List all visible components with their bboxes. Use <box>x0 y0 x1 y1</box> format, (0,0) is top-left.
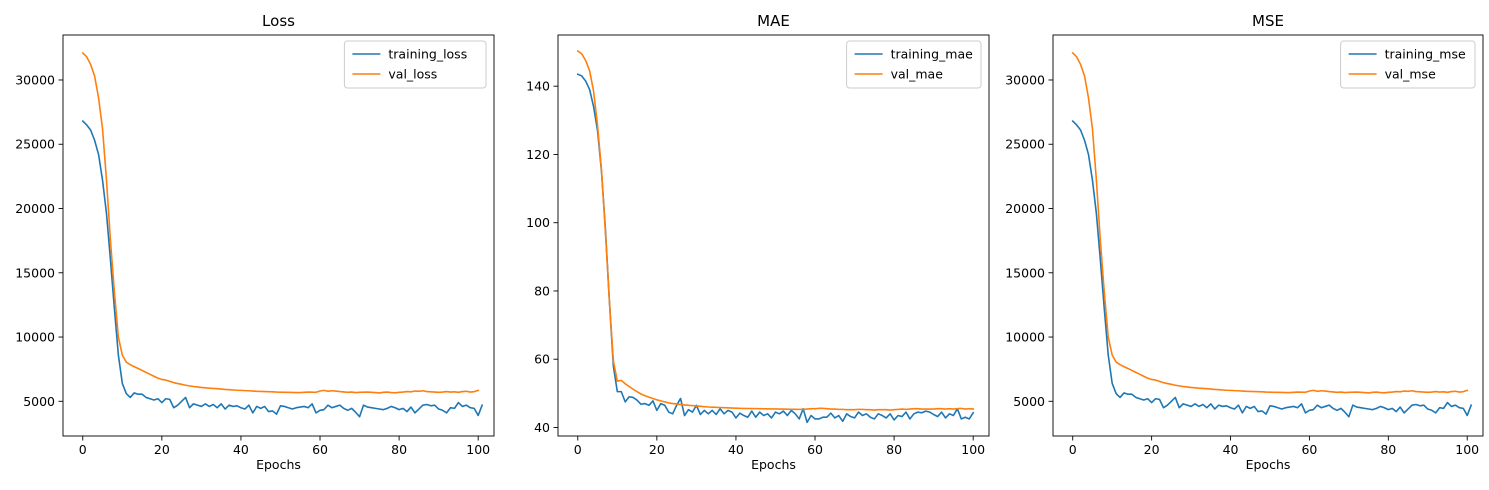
legend-label-val_loss: val_loss <box>388 67 437 82</box>
x-tick-label: 60 <box>807 442 823 457</box>
series-line-val_mae <box>576 49 975 411</box>
y-tick-label: 120 <box>526 147 550 162</box>
x-tick-label: 0 <box>574 442 582 457</box>
x-tick-label: 0 <box>1069 442 1077 457</box>
chart-title: MAE <box>757 12 790 30</box>
y-tick-label: 25000 <box>1005 137 1045 152</box>
y-tick-label: 20000 <box>15 201 55 216</box>
y-tick-label: 40 <box>534 420 550 435</box>
legend-label-training_loss: training_loss <box>388 47 467 62</box>
x-tick-label: 0 <box>79 442 87 457</box>
chart-panel-mae: MAE 0 20 40 60 80 100 40 60 80 100 120 140 Epochs trai… <box>526 12 990 472</box>
legend: training_mse val_mse <box>1340 40 1476 89</box>
y-tick-label: 10000 <box>15 330 55 345</box>
axes-frame <box>1052 34 1484 437</box>
x-tick-label: 60 <box>1301 442 1317 457</box>
axes-frame <box>557 34 990 437</box>
y-tick-label: 60 <box>534 352 550 367</box>
x-tick-label: 20 <box>649 442 665 457</box>
series-line-training_loss <box>81 119 484 418</box>
series-line-val_loss <box>81 51 480 394</box>
series-line-val_mse <box>1071 51 1469 394</box>
legend-box <box>343 40 487 89</box>
legend: training_loss val_loss <box>343 40 487 89</box>
y-tick-label: 30000 <box>15 72 55 87</box>
legend: training_mae val_mae <box>846 40 982 89</box>
legend-box <box>1340 40 1476 89</box>
x-tick-label: 20 <box>154 442 170 457</box>
x-axis-label: Epochs <box>751 457 796 472</box>
chart-title: MSE <box>1252 12 1284 30</box>
x-tick-label: 20 <box>1144 442 1160 457</box>
x-tick-label: 40 <box>728 442 744 457</box>
y-tick-label: 15000 <box>15 265 55 280</box>
y-tick-label: 140 <box>526 79 550 94</box>
legend-label-training_mse: training_mse <box>1385 47 1466 62</box>
y-tick-label: 5000 <box>23 394 55 409</box>
chart-panel-loss: Loss 0 20 40 60 80 100 5000 10000 15000 20000 25000… <box>15 12 495 472</box>
y-tick-label: 100 <box>526 215 550 230</box>
x-tick-label: 80 <box>886 442 902 457</box>
x-tick-label: 80 <box>1380 442 1396 457</box>
x-axis-label: Epochs <box>1246 457 1291 472</box>
y-tick-label: 80 <box>534 283 550 298</box>
legend-box <box>846 40 982 89</box>
legend-label-training_mae: training_mae <box>891 47 974 62</box>
series-line-training_mae <box>576 73 975 424</box>
x-tick-label: 100 <box>961 442 985 457</box>
chart-title: Loss <box>262 12 295 30</box>
x-tick-label: 100 <box>1455 442 1479 457</box>
x-axis-label: Epochs <box>256 457 301 472</box>
y-tick-label: 30000 <box>1005 72 1045 87</box>
legend-label-val_mse: val_mse <box>1385 67 1436 82</box>
chart-panel-mse: MSE 0 20 40 60 80 100 5000 10000 15000 20000 25000 3… <box>1005 12 1484 472</box>
y-tick-label: 25000 <box>15 137 55 152</box>
legend-label-val_mae: val_mae <box>891 67 944 82</box>
y-tick-label: 10000 <box>1005 330 1045 345</box>
x-tick-label: 100 <box>466 442 490 457</box>
axes-frame <box>62 34 495 437</box>
x-tick-label: 40 <box>1223 442 1239 457</box>
series-line-training_mse <box>1071 119 1473 418</box>
x-tick-label: 80 <box>391 442 407 457</box>
y-tick-label: 15000 <box>1005 265 1045 280</box>
y-tick-label: 20000 <box>1005 201 1045 216</box>
x-tick-label: 40 <box>233 442 249 457</box>
x-tick-label: 60 <box>312 442 328 457</box>
y-tick-label: 5000 <box>1013 394 1045 409</box>
